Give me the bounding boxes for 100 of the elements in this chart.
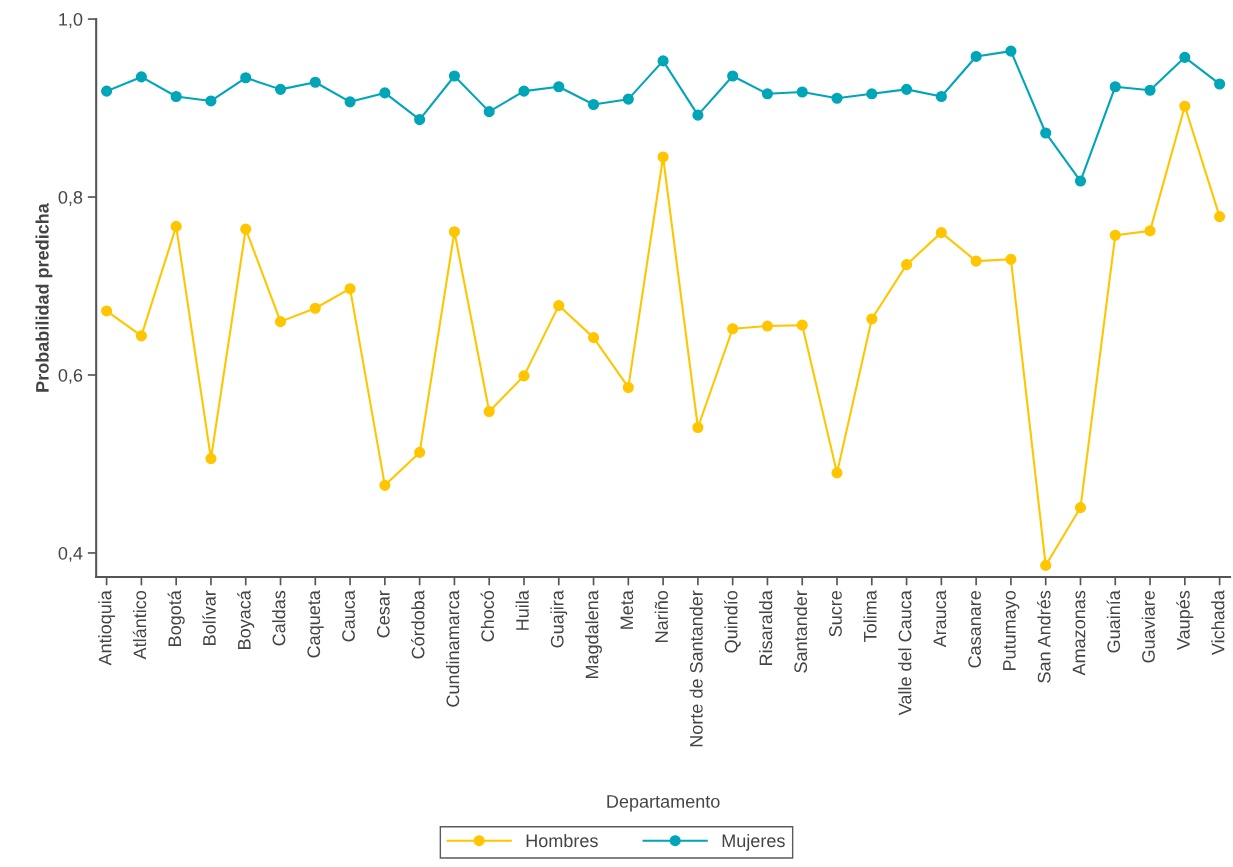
x-tick-label: Vaupés (1176, 590, 1194, 651)
point (205, 453, 217, 465)
x-tick-label: Chocó (480, 590, 495, 642)
point (970, 255, 982, 267)
point (1074, 175, 1087, 187)
point (761, 88, 774, 100)
point (587, 332, 600, 344)
x-axis-title: Departamento (607, 795, 720, 812)
x-tick-label: Putumayo (1003, 590, 1020, 670)
point (309, 76, 321, 88)
legend-label: Mujeres (722, 833, 785, 851)
x-tick-label: Guajira (550, 590, 568, 648)
point (761, 320, 774, 332)
x-tick-label: Sucre (829, 590, 842, 637)
point (1179, 51, 1191, 63)
point (483, 405, 495, 418)
x-tick-label: Caqueta (307, 590, 324, 658)
x-tick-label: Meta (620, 590, 634, 629)
legend-label: Hombres (526, 833, 598, 848)
x-tick-label: Cundinamarca (446, 590, 460, 707)
point (309, 302, 321, 314)
x-tick-label: Risaralda (759, 590, 773, 665)
x-tick-label: Casanare (968, 590, 981, 668)
point (240, 72, 252, 84)
x-tick-label: Guainía (1106, 590, 1121, 653)
point (170, 220, 182, 232)
y-axis-title: Probabilidad predicha (35, 203, 53, 392)
point (622, 381, 634, 394)
point (553, 300, 565, 312)
x-tick-label: Magdalena (585, 590, 602, 679)
point (1040, 559, 1052, 571)
x-tick-label: Vichada (1211, 590, 1225, 656)
point (831, 467, 843, 479)
x-tick-label: Atlántico (132, 590, 147, 660)
x-tick-label: Cesar (376, 590, 390, 638)
point (657, 55, 669, 67)
point (1074, 502, 1087, 514)
point (866, 313, 878, 325)
point (518, 370, 530, 382)
x-tick-label: Córdoba (411, 590, 425, 659)
point (379, 87, 391, 99)
x-tick-label: Antioquia (98, 590, 116, 666)
point (344, 96, 356, 108)
x-tick-label: San Andrés (1037, 590, 1051, 683)
point (901, 259, 913, 271)
point (240, 223, 252, 235)
y-tick-label: 0,8 (58, 190, 83, 206)
x-tick-label: Valle del Cauca (898, 590, 912, 716)
x-tick-label: Guaviare (1141, 590, 1155, 663)
point (274, 83, 287, 95)
point (692, 109, 704, 121)
point (344, 283, 356, 295)
point (866, 88, 878, 100)
point (135, 330, 147, 342)
point (414, 446, 426, 458)
point (379, 479, 391, 491)
point (692, 421, 704, 434)
y-tick-label: 0,6 (58, 368, 83, 384)
point (622, 93, 634, 105)
point (448, 70, 460, 82)
point (483, 106, 495, 118)
point (831, 92, 843, 104)
point (135, 71, 147, 83)
point (274, 316, 287, 328)
point (553, 81, 565, 93)
x-tick-label: Tolima (863, 590, 877, 642)
x-tick-label: Santander (793, 590, 808, 673)
point (205, 95, 217, 107)
x-tick-label: Quindío (724, 590, 741, 653)
point (796, 319, 808, 331)
x-tick-label: Bogotá (167, 590, 185, 646)
point (1109, 229, 1121, 241)
point (935, 90, 947, 103)
point (935, 227, 947, 239)
x-tick-label: Arauca (933, 590, 947, 648)
x-tick-label: Bolívar (202, 590, 216, 645)
y-tick-label: 1,0 (59, 13, 83, 28)
point (448, 226, 460, 238)
x-tick-label: Boyacá (237, 590, 255, 649)
point (101, 85, 113, 97)
point (970, 50, 982, 63)
point (101, 305, 113, 317)
x-tick-label: Norte de Santander (689, 590, 703, 747)
point (1144, 225, 1156, 237)
point (1005, 253, 1017, 265)
x-tick-label: Huila (515, 590, 529, 630)
x-tick-label: Amazonas (1072, 590, 1086, 676)
point (1005, 45, 1017, 57)
point (1214, 78, 1226, 90)
point (1214, 211, 1226, 223)
x-tick-label: Caldas (272, 590, 286, 646)
point (901, 83, 913, 95)
point (170, 90, 182, 103)
point (1040, 127, 1052, 139)
point (727, 323, 739, 335)
point (587, 98, 600, 111)
x-tick-label: Nariño (654, 590, 668, 642)
y-tick-label: 0,4 (58, 546, 83, 562)
point (1179, 100, 1191, 112)
point (518, 85, 530, 97)
